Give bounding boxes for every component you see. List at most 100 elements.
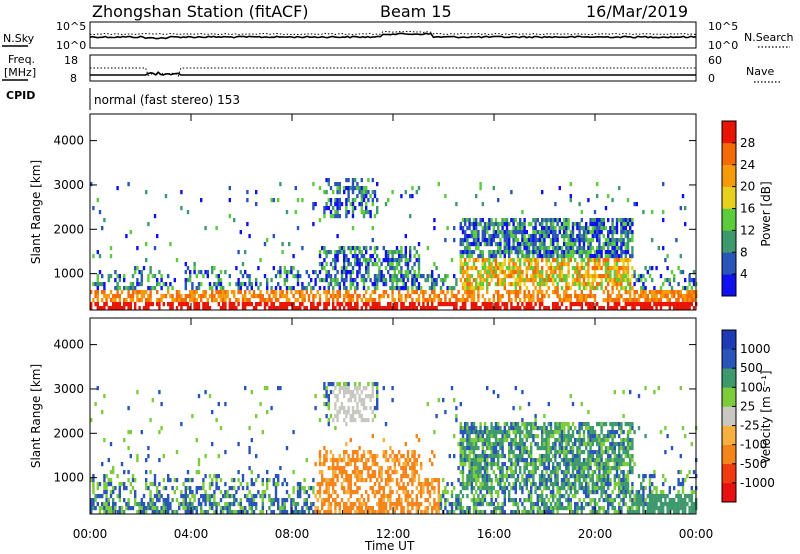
range-time-cell [404, 494, 407, 499]
range-time-cell [516, 442, 520, 447]
range-time-cell [305, 290, 308, 295]
range-time-cell [380, 506, 383, 511]
range-time-cell [259, 290, 262, 295]
range-time-cell [633, 202, 636, 207]
range-time-cell [571, 454, 575, 459]
range-time-cell [340, 482, 344, 487]
range-time-cell [668, 278, 671, 283]
range-time-cell [631, 218, 634, 223]
range-time-cell [191, 490, 194, 495]
range-time-cell [466, 286, 469, 291]
range-time-cell [149, 502, 152, 507]
range-time-cell [371, 434, 374, 439]
range-time-cell [633, 302, 636, 307]
range-time-cell [347, 390, 350, 395]
range-time-cell [191, 502, 194, 507]
range-time-cell [431, 450, 434, 455]
range-time-cell [96, 302, 99, 307]
range-time-cell [349, 394, 352, 399]
range-time-cell [622, 262, 625, 267]
range-time-cell [483, 302, 487, 307]
range-time-cell [541, 266, 544, 271]
range-time-cell [378, 294, 381, 299]
range-time-cell [490, 238, 493, 243]
range-time-cell [101, 506, 104, 511]
range-time-cell [329, 294, 333, 299]
range-time-cell [499, 506, 502, 511]
range-time-cell [497, 490, 500, 495]
range-time-cell [182, 482, 185, 487]
range-time-cell [431, 506, 434, 511]
range-time-cell [571, 242, 575, 247]
range-time-cell [202, 498, 205, 503]
range-time-cell [367, 498, 370, 503]
range-time-cell [466, 446, 469, 451]
range-time-cell [468, 266, 471, 271]
range-time-cell [532, 278, 535, 283]
range-time-cell [587, 278, 590, 283]
range-time-cell [153, 274, 157, 279]
range-time-cell [400, 294, 403, 299]
range-time-cell [534, 262, 537, 267]
range-time-cell [404, 234, 407, 239]
range-time-cell [257, 474, 260, 479]
range-time-cell [327, 506, 330, 511]
range-time-cell [103, 510, 106, 515]
range-time-cell [246, 302, 249, 307]
range-time-cell [607, 258, 610, 263]
range-time-cell [228, 510, 231, 515]
range-time-cell [336, 502, 339, 507]
range-time-cell [327, 178, 330, 183]
range-time-cell [387, 198, 390, 203]
range-time-cell [488, 218, 491, 223]
range-time-cell [525, 430, 528, 435]
range-time-cell [272, 302, 275, 307]
range-time-cell [378, 270, 381, 275]
range-time-cell [596, 230, 599, 235]
range-time-cell [200, 502, 203, 507]
range-time-cell [162, 302, 165, 307]
range-time-cell [246, 494, 249, 499]
range-time-cell [609, 270, 612, 275]
range-time-cell [151, 506, 154, 511]
range-time-cell [679, 270, 682, 275]
range-time-cell [602, 222, 605, 227]
range-time-cell [112, 502, 115, 507]
range-time-cell [140, 506, 143, 511]
range-time-cell [582, 458, 586, 463]
range-time-cell [393, 454, 396, 459]
range-time-cell [147, 274, 150, 279]
range-time-cell [217, 282, 220, 287]
range-time-cell [189, 490, 192, 495]
range-time-cell [677, 290, 680, 295]
range-time-cell [464, 286, 467, 291]
range-time-cell [637, 274, 641, 279]
range-time-cell [516, 254, 520, 259]
range-time-cell [384, 290, 388, 295]
range-time-cell [191, 506, 194, 511]
range-time-cell [624, 254, 627, 259]
range-time-cell [387, 478, 390, 483]
range-time-cell [567, 274, 570, 279]
range-time-cell [512, 242, 515, 247]
range-time-cell [252, 482, 256, 487]
range-time-cell [112, 470, 115, 475]
range-time-cell [684, 306, 687, 311]
range-time-cell [585, 286, 588, 291]
range-time-cell [560, 270, 564, 275]
range-time-cell [602, 258, 605, 263]
range-time-cell [600, 226, 603, 231]
range-time-cell [98, 254, 102, 259]
range-time-cell [563, 222, 566, 227]
range-time-cell [538, 302, 542, 307]
range-time-cell [591, 438, 594, 443]
range-time-cell [536, 434, 539, 439]
range-time-cell [224, 450, 227, 455]
range-time-cell [395, 266, 399, 271]
range-time-cell [94, 402, 97, 407]
range-time-cell [164, 506, 168, 511]
range-time-cell [382, 498, 385, 503]
range-time-cell [552, 278, 555, 283]
range-time-cell [626, 246, 630, 251]
range-time-cell [327, 418, 330, 423]
